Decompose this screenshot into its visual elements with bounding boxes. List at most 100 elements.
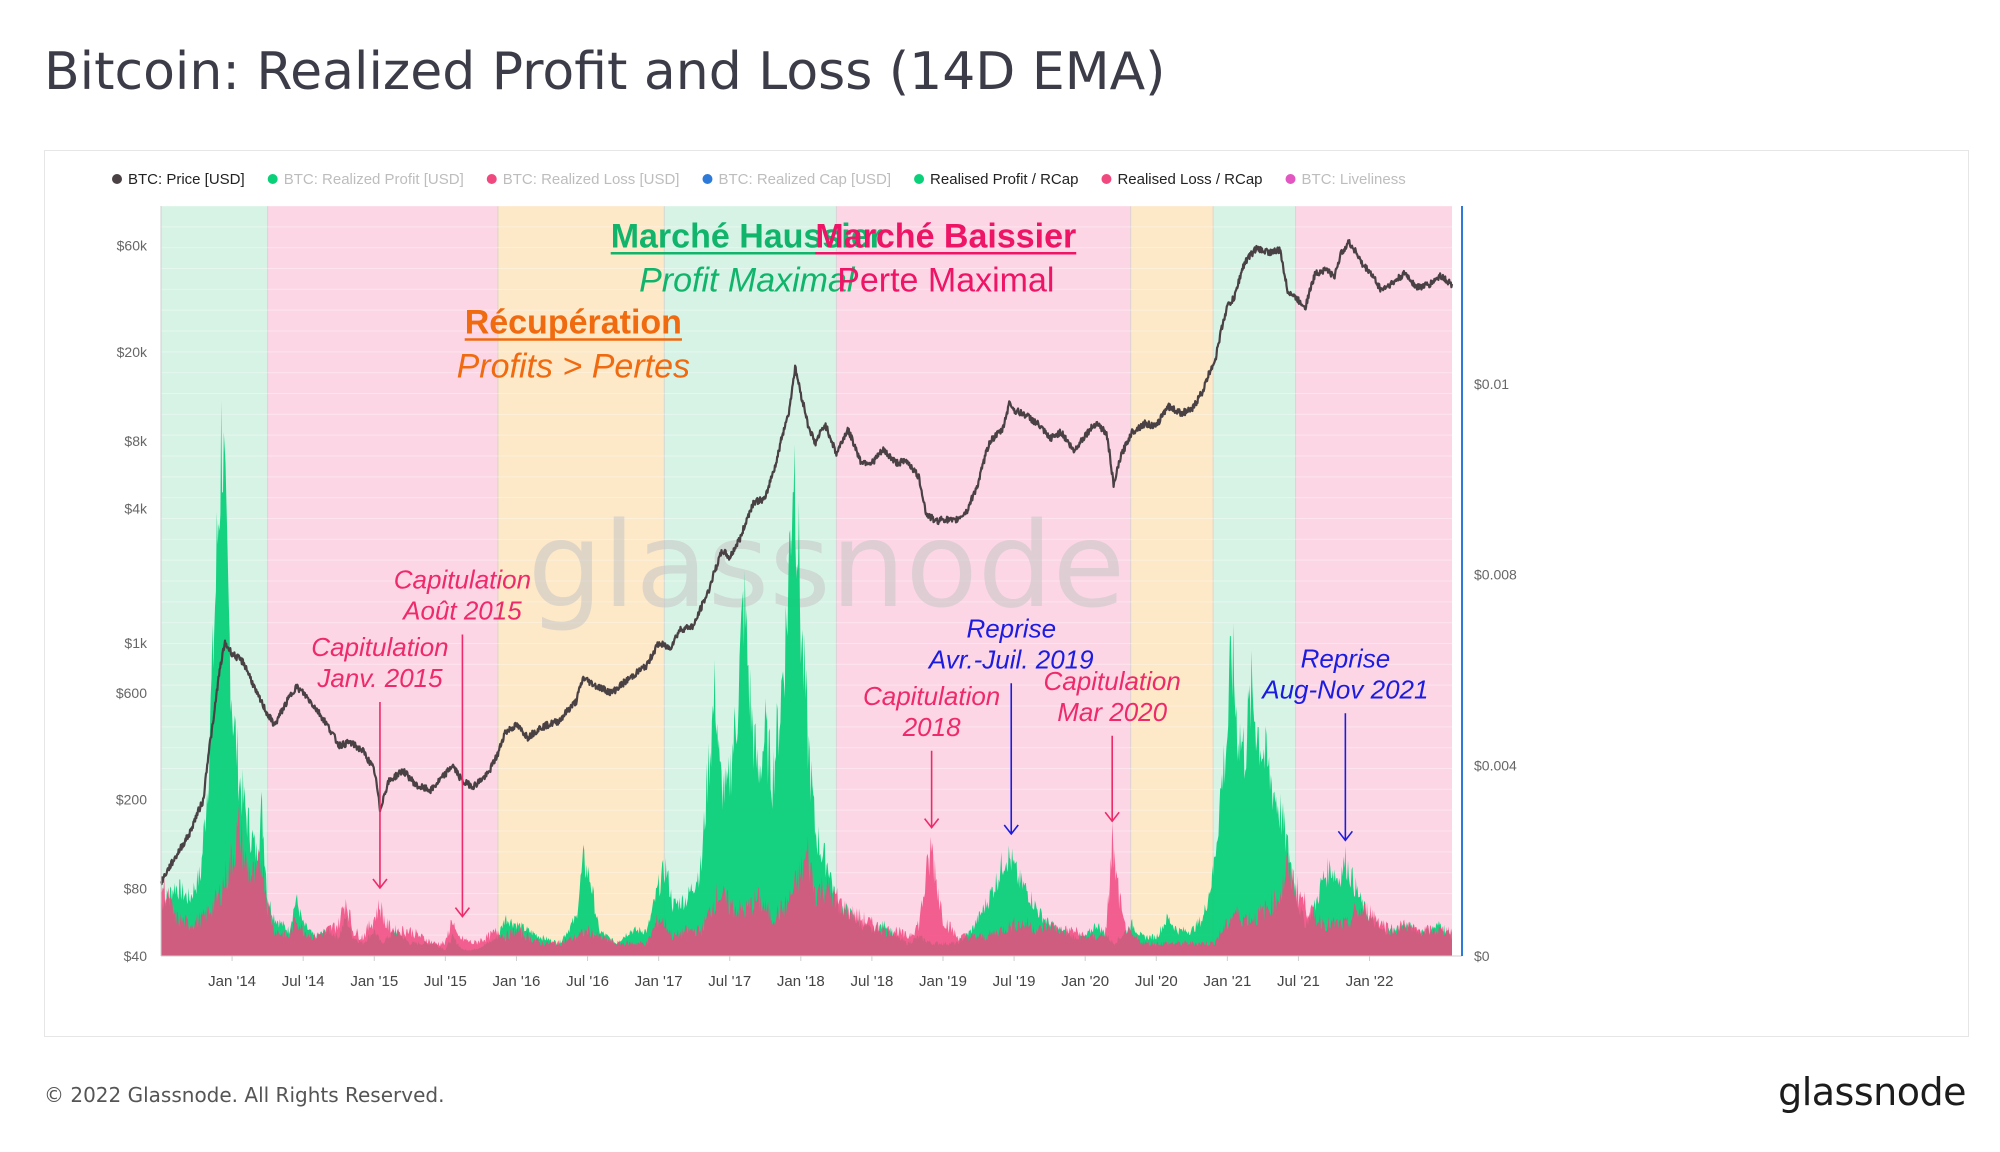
annotation-arrowhead xyxy=(372,878,388,890)
right-tick-label: $0.008 xyxy=(1474,567,1517,583)
legend-label: BTC: Liveliness xyxy=(1302,171,1406,188)
left-tick-label: $600 xyxy=(116,685,147,701)
legend-dot xyxy=(486,174,497,184)
phase-subtitle: Perte Maximal xyxy=(837,261,1054,299)
annotation-text: Capitulation xyxy=(394,565,531,595)
chart-frame: glassnode $40 $80 $200 $600 $1k $4k $8k $20k $60… xyxy=(44,150,1969,1037)
legend-item[interactable]: BTC: Realized Cap [USD] xyxy=(702,171,891,188)
annotation-arrowhead xyxy=(1003,824,1019,836)
x-tick-label: Jul '21 xyxy=(1277,973,1320,990)
regime-band-bear xyxy=(1295,206,1452,956)
profit-series xyxy=(161,400,1452,956)
legend-dot xyxy=(914,174,925,184)
right-tick-label: $0.01 xyxy=(1474,376,1509,392)
x-tick-label: Jul '17 xyxy=(708,973,751,990)
right-tick-label: $0 xyxy=(1474,948,1490,964)
right-tick-label: $0.004 xyxy=(1474,757,1517,773)
legend-dot xyxy=(267,174,278,184)
x-tick-label: Jan '15 xyxy=(350,973,398,990)
left-tick-label: $4k xyxy=(124,501,148,517)
legend-dot xyxy=(1285,174,1296,184)
left-tick-label: $40 xyxy=(124,948,148,964)
legend: BTC: Price [USD] BTC: Realized Profit [US… xyxy=(112,171,1406,188)
legend-dot xyxy=(1101,174,1112,184)
regime-band-bear xyxy=(836,206,1131,956)
page-title: Bitcoin: Realized Profit and Loss (14D E… xyxy=(44,42,1166,102)
price-series xyxy=(159,239,1454,886)
regime-band-bear xyxy=(267,206,498,956)
x-tick-label: Jan '18 xyxy=(777,973,825,990)
annotation-arrowhead xyxy=(1337,830,1353,842)
legend-item[interactable]: BTC: Realized Profit [USD] xyxy=(267,171,464,188)
annotation-text: Janv. 2015 xyxy=(316,663,443,693)
phase-label-recovery: Récupération Profits > Pertes xyxy=(457,304,690,386)
left-tick-label: $60k xyxy=(117,237,148,253)
annotation-text: Capitulation xyxy=(1044,666,1181,696)
phase-label-bear: Marché Baissier Perte Maximal xyxy=(815,217,1077,299)
x-tick-label: Jan '17 xyxy=(635,973,683,990)
left-tick-label: $8k xyxy=(124,433,148,449)
phase-title: Marché Haussier xyxy=(611,217,883,255)
legend-item[interactable]: BTC: Liveliness xyxy=(1285,171,1406,188)
phase-label-bull: Marché Haussier Profit Maximal xyxy=(610,217,883,299)
legend-label: BTC: Realized Cap [USD] xyxy=(718,171,891,188)
annotation-text: Reprise xyxy=(966,613,1056,643)
left-tick-label: $1k xyxy=(124,635,148,651)
legend-label: Realised Profit / RCap xyxy=(930,171,1078,188)
legend-dot xyxy=(112,174,122,184)
loss-series xyxy=(161,803,1452,956)
legend-item[interactable]: Realised Profit / RCap xyxy=(914,171,1078,188)
legend-dot xyxy=(702,174,713,184)
legend-item[interactable]: BTC: Realized Loss [USD] xyxy=(486,171,680,188)
regime-band-recovery xyxy=(497,206,665,956)
legend-label: BTC: Realized Loss [USD] xyxy=(503,171,680,188)
x-tick-label: Jan '22 xyxy=(1346,973,1394,990)
annotation-text: Aug-Nov 2021 xyxy=(1260,674,1428,704)
annotation-text: Avr.-Juil. 2019 xyxy=(927,644,1094,674)
legend-label: BTC: Price [USD] xyxy=(128,171,245,188)
x-tick-label: Jul '14 xyxy=(282,973,325,990)
legend-label: Realised Loss / RCap xyxy=(1117,171,1262,188)
chart-svg: glassnode $40 $80 $200 $600 $1k $4k $8k $20k $60… xyxy=(112,171,1517,990)
annotation-arrowhead xyxy=(1104,811,1120,823)
annotation-text: Capitulation xyxy=(311,632,448,662)
watermark-text: glassnode xyxy=(528,496,1125,634)
regime-bands xyxy=(161,206,1452,956)
realised-profit-area xyxy=(161,400,1452,956)
phase-subtitle: Profit Maximal xyxy=(639,261,856,299)
phase-title: Marché Baissier xyxy=(815,217,1076,255)
x-tick-label: Jul '19 xyxy=(993,973,1036,990)
glassnode-logo: glassnode xyxy=(1778,1070,1966,1114)
x-tick-label: Jul '18 xyxy=(850,973,893,990)
price-line xyxy=(159,239,1454,886)
gridlines xyxy=(161,205,1452,957)
x-tick-label: Jan '21 xyxy=(1203,973,1251,990)
legend-label: BTC: Realized Profit [USD] xyxy=(284,171,464,188)
regime-band-recovery xyxy=(1130,206,1214,956)
watermark-layer: glassnode xyxy=(528,496,1125,634)
x-tick-label: Jul '20 xyxy=(1135,973,1178,990)
realised-loss-area xyxy=(161,803,1452,956)
phase-title: Récupération xyxy=(465,304,682,342)
legend-item[interactable]: BTC: Price [USD] xyxy=(112,171,245,188)
phase-subtitle: Profits > Pertes xyxy=(457,348,690,386)
footer-copyright: © 2022 Glassnode. All Rights Reserved. xyxy=(44,1083,445,1107)
axes: $40 $80 $200 $600 $1k $4k $8k $20k $60k $0 $0.004 $… xyxy=(116,206,1517,990)
annotation-text: Reprise xyxy=(1301,643,1391,673)
x-tick-label: Jul '15 xyxy=(424,973,467,990)
x-tick-label: Jan '16 xyxy=(492,973,540,990)
x-tick-label: Jan '14 xyxy=(208,973,256,990)
annotation-text: 2018 xyxy=(902,712,961,742)
phase-labels: Récupération Profits > Pertes Marché Hauss… xyxy=(457,217,1077,386)
left-tick-label: $200 xyxy=(116,792,147,808)
legend-item[interactable]: Realised Loss / RCap xyxy=(1101,171,1263,188)
left-tick-label: $20k xyxy=(117,344,148,360)
annotation-text: Mar 2020 xyxy=(1057,697,1167,727)
